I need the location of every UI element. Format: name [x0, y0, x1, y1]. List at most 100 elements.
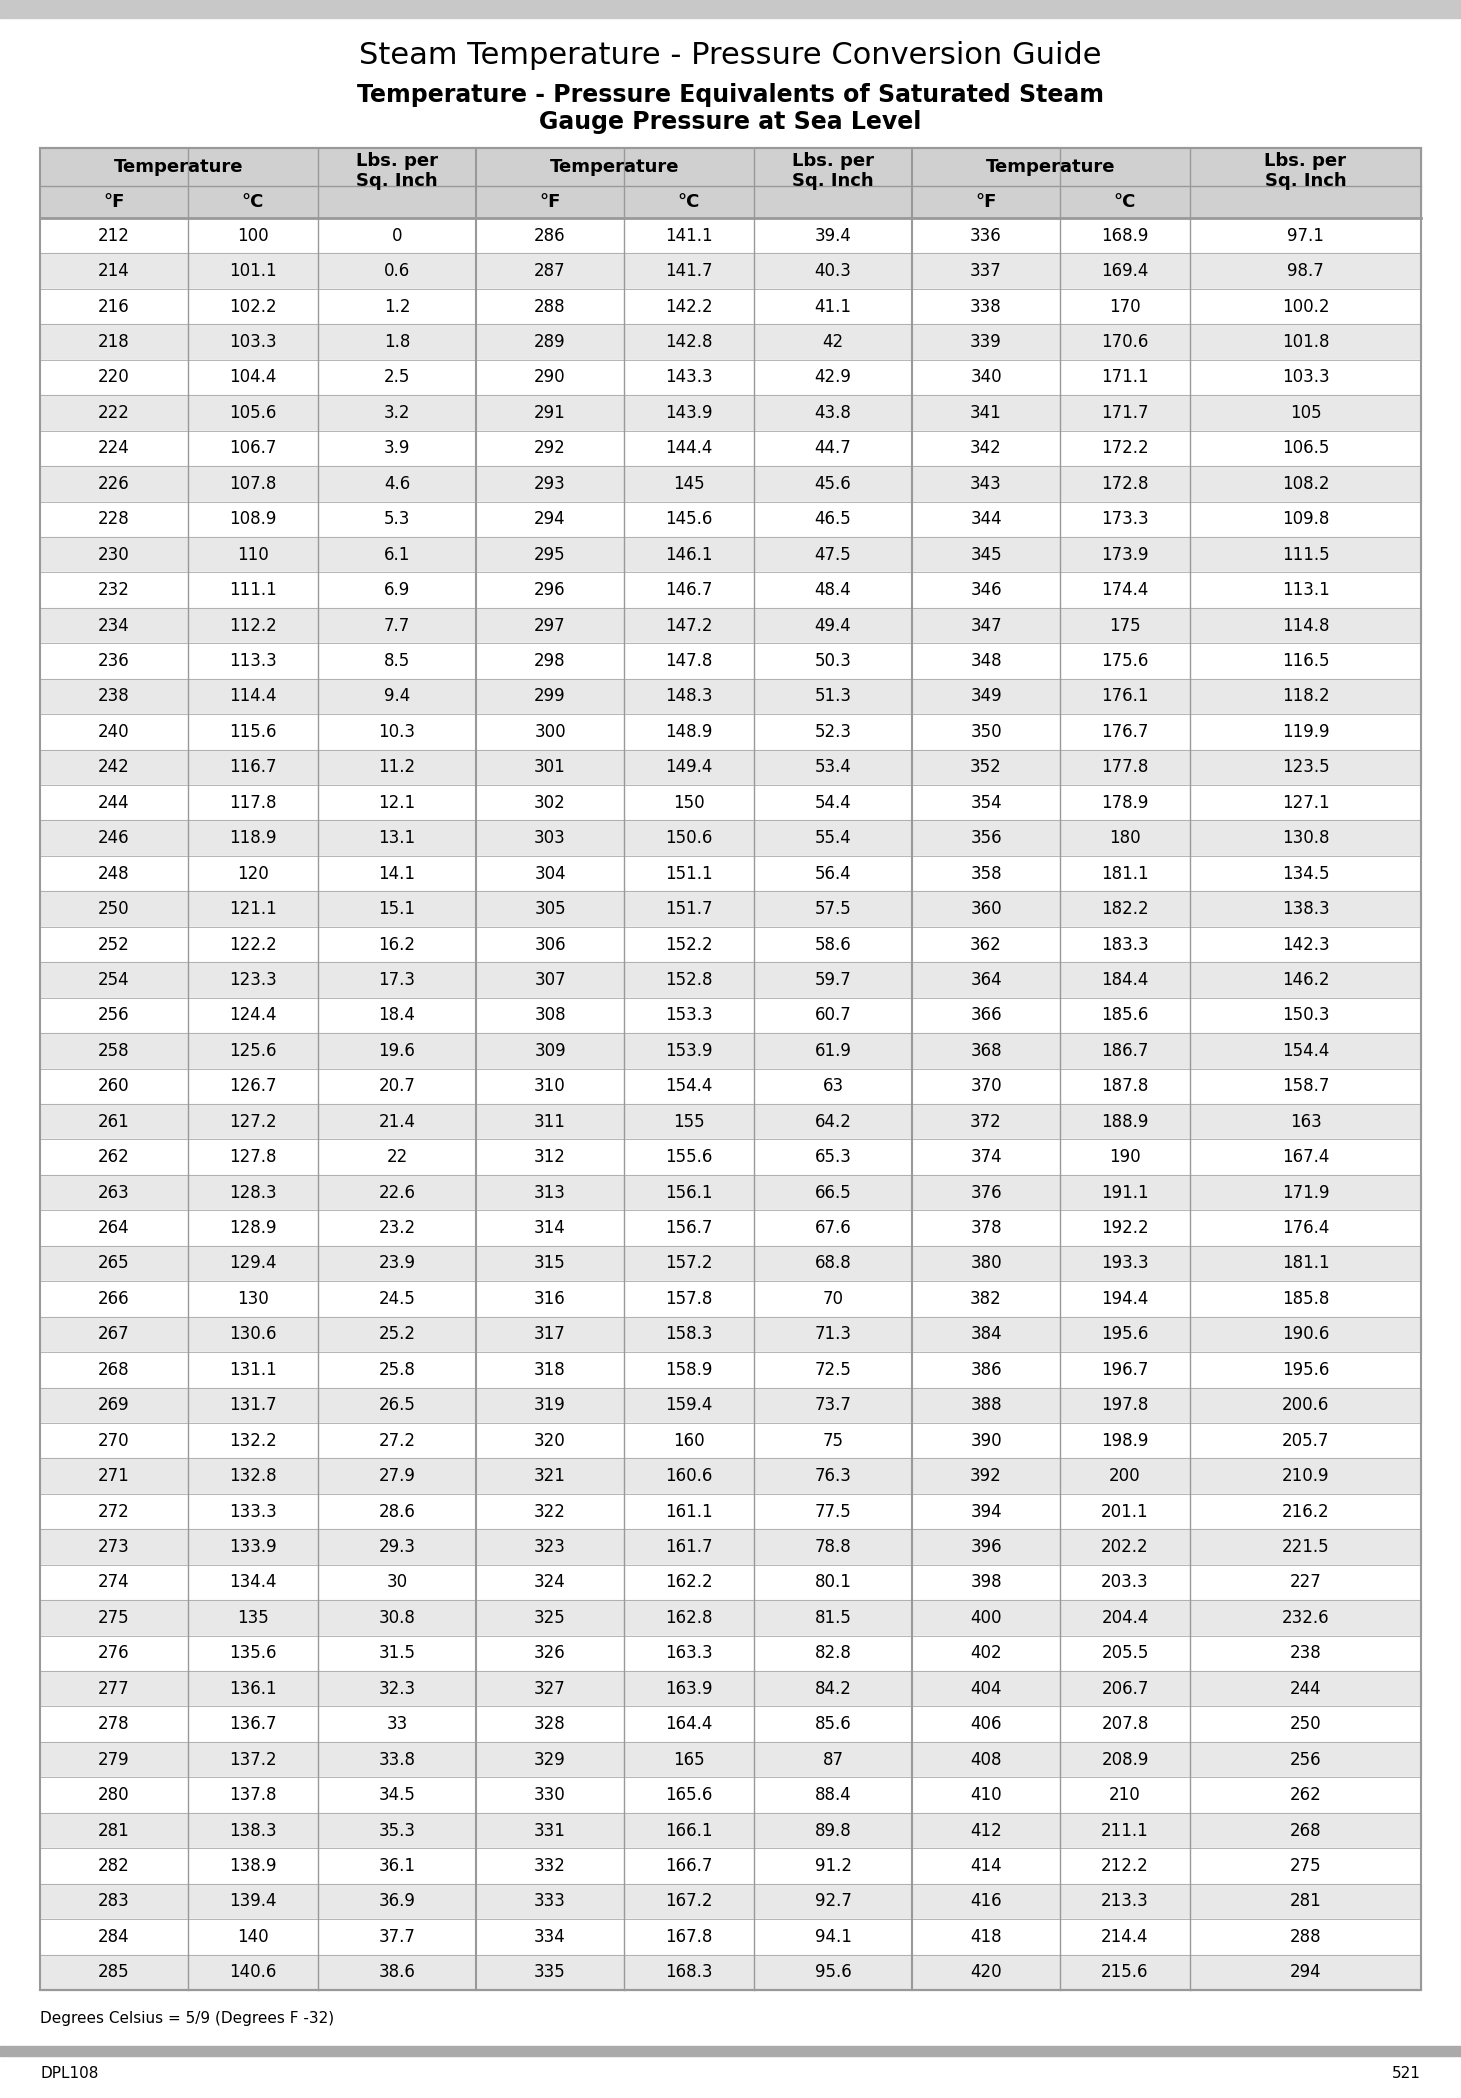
Bar — [39, 1741, 1422, 1777]
Text: 147.2: 147.2 — [665, 617, 713, 634]
Text: 100: 100 — [237, 227, 269, 245]
Text: 53.4: 53.4 — [815, 757, 852, 776]
Bar — [39, 1387, 1422, 1422]
Text: 521: 521 — [1392, 2067, 1422, 2081]
Text: 64.2: 64.2 — [815, 1112, 852, 1131]
Text: Temperature: Temperature — [551, 157, 679, 176]
Text: 124.4: 124.4 — [229, 1007, 276, 1024]
Bar — [39, 430, 1422, 466]
Text: 262: 262 — [1290, 1785, 1321, 1804]
Text: 31.5: 31.5 — [378, 1645, 415, 1662]
Bar — [39, 608, 1422, 644]
Text: 304: 304 — [535, 864, 565, 883]
Text: 372: 372 — [970, 1112, 1002, 1131]
Text: 350: 350 — [970, 724, 1002, 741]
Bar — [39, 1848, 1422, 1884]
Text: 57.5: 57.5 — [815, 900, 852, 919]
Text: 181.1: 181.1 — [1102, 864, 1148, 883]
Text: 218: 218 — [98, 334, 130, 350]
Text: 271: 271 — [98, 1467, 130, 1485]
Text: 145: 145 — [674, 474, 704, 493]
Text: 386: 386 — [970, 1362, 1002, 1378]
Text: Temperature: Temperature — [986, 157, 1116, 176]
Text: 205.5: 205.5 — [1102, 1645, 1148, 1662]
Text: DPL108: DPL108 — [39, 2067, 98, 2081]
Text: 170.6: 170.6 — [1102, 334, 1148, 350]
Text: 116.7: 116.7 — [229, 757, 276, 776]
Text: 306: 306 — [535, 936, 565, 952]
Text: 163.9: 163.9 — [665, 1680, 713, 1697]
Bar — [39, 963, 1422, 999]
Text: 195.6: 195.6 — [1102, 1326, 1148, 1343]
Text: 238: 238 — [1290, 1645, 1321, 1662]
Text: Sq. Inch: Sq. Inch — [356, 172, 438, 191]
Text: 335: 335 — [535, 1964, 565, 1981]
Text: 155.6: 155.6 — [665, 1148, 713, 1166]
Text: 36.1: 36.1 — [378, 1857, 415, 1876]
Text: 274: 274 — [98, 1574, 130, 1592]
Text: 35.3: 35.3 — [378, 1821, 415, 1840]
Text: 26.5: 26.5 — [378, 1397, 415, 1414]
Bar — [39, 1920, 1422, 1955]
Text: 156.7: 156.7 — [665, 1219, 713, 1238]
Text: 162.2: 162.2 — [665, 1574, 713, 1592]
Text: 157.2: 157.2 — [665, 1255, 713, 1273]
Text: 51.3: 51.3 — [814, 688, 852, 705]
Text: 42: 42 — [823, 334, 843, 350]
Text: 114.4: 114.4 — [229, 688, 276, 705]
Text: 65.3: 65.3 — [815, 1148, 852, 1166]
Bar — [39, 1104, 1422, 1139]
Text: 33.8: 33.8 — [378, 1750, 415, 1769]
Text: 184.4: 184.4 — [1102, 971, 1148, 988]
Text: 3.2: 3.2 — [384, 405, 411, 422]
Text: 5.3: 5.3 — [384, 510, 411, 529]
Text: 329: 329 — [535, 1750, 565, 1769]
Text: 36.9: 36.9 — [378, 1892, 415, 1911]
Text: 18.4: 18.4 — [378, 1007, 415, 1024]
Text: Sq. Inch: Sq. Inch — [1265, 172, 1347, 191]
Text: 34.5: 34.5 — [378, 1785, 415, 1804]
Bar — [39, 1529, 1422, 1565]
Text: 264: 264 — [98, 1219, 130, 1238]
Text: 104.4: 104.4 — [229, 369, 276, 386]
Text: 319: 319 — [535, 1397, 565, 1414]
Text: °F: °F — [976, 193, 996, 212]
Text: 347: 347 — [970, 617, 1002, 634]
Text: 141.1: 141.1 — [665, 227, 713, 245]
Text: 82.8: 82.8 — [815, 1645, 852, 1662]
Text: 20.7: 20.7 — [378, 1076, 415, 1095]
Text: 332: 332 — [535, 1857, 565, 1876]
Text: 130.6: 130.6 — [229, 1326, 276, 1343]
Bar — [0, 2046, 1461, 2056]
Bar — [39, 749, 1422, 785]
Text: 152.2: 152.2 — [665, 936, 713, 952]
Text: 185.8: 185.8 — [1281, 1290, 1330, 1307]
Text: 293: 293 — [535, 474, 565, 493]
Bar — [39, 1246, 1422, 1282]
Text: 180: 180 — [1109, 829, 1141, 848]
Text: 44.7: 44.7 — [815, 438, 852, 457]
Text: 394: 394 — [970, 1502, 1002, 1521]
Text: 10.3: 10.3 — [378, 724, 415, 741]
Text: 130.8: 130.8 — [1281, 829, 1330, 848]
Text: 299: 299 — [535, 688, 565, 705]
Text: 190: 190 — [1109, 1148, 1141, 1166]
Bar — [39, 149, 1422, 1991]
Text: 384: 384 — [970, 1326, 1002, 1343]
Text: 165.6: 165.6 — [665, 1785, 713, 1804]
Text: 77.5: 77.5 — [815, 1502, 852, 1521]
Text: 177.8: 177.8 — [1102, 757, 1148, 776]
Text: 140.6: 140.6 — [229, 1964, 276, 1981]
Text: 43.8: 43.8 — [815, 405, 852, 422]
Text: 175: 175 — [1109, 617, 1141, 634]
Bar — [39, 537, 1422, 573]
Text: 166.1: 166.1 — [665, 1821, 713, 1840]
Text: 230: 230 — [98, 545, 130, 564]
Text: 221.5: 221.5 — [1281, 1538, 1330, 1557]
Text: 333: 333 — [535, 1892, 565, 1911]
Text: 248: 248 — [98, 864, 130, 883]
Text: 146.1: 146.1 — [665, 545, 713, 564]
Text: 117.8: 117.8 — [229, 793, 276, 812]
Text: 165: 165 — [674, 1750, 704, 1769]
Text: 260: 260 — [98, 1076, 130, 1095]
